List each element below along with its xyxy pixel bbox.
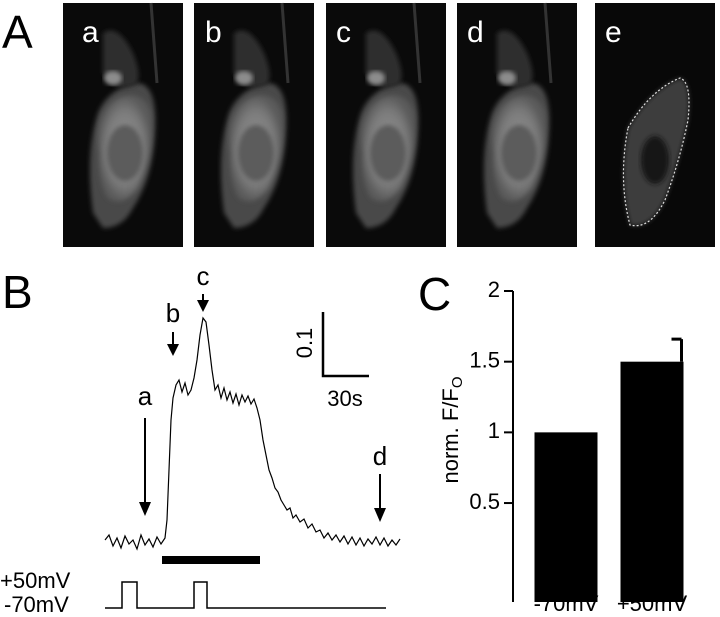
micrograph	[595, 3, 715, 247]
y-axis-label-subscript: O	[449, 376, 466, 388]
y-tick-label: 2	[488, 277, 500, 302]
micrograph	[63, 3, 183, 247]
scale-bar	[321, 312, 369, 378]
bar	[534, 432, 598, 602]
panel-letter: C	[418, 268, 451, 320]
x-tick-label: -70mV	[534, 591, 599, 616]
scale-label: 30s	[327, 386, 362, 411]
stimulus-bar	[162, 556, 260, 564]
error-bar	[671, 337, 683, 362]
image-label: e	[605, 16, 622, 49]
scale-label: 0.1	[292, 328, 317, 359]
image-label: c	[336, 16, 351, 49]
y-tick-label: 1	[488, 418, 500, 443]
y-axis-label: norm. F/FO	[438, 376, 466, 483]
y-tick-label: 1.5	[469, 347, 500, 372]
arrows	[139, 294, 386, 522]
x-tick-label: +50mV	[617, 591, 688, 616]
protocol-label: -70mV	[4, 592, 69, 617]
image-label: b	[205, 16, 222, 49]
bar	[620, 361, 684, 602]
image-label: d	[467, 16, 484, 49]
protocol-label: +50mV	[0, 568, 71, 593]
image-label: a	[82, 16, 99, 49]
y-tick-label: 0.5	[469, 489, 500, 514]
panel-letter: B	[2, 266, 33, 318]
voltage-protocol	[105, 581, 386, 609]
trace-marker: d	[373, 441, 387, 471]
trace-marker: b	[166, 298, 180, 328]
trace-marker: a	[138, 381, 153, 411]
trace-marker: c	[197, 261, 210, 291]
fluorescence-trace	[104, 316, 401, 551]
y-axis-label-text: norm. F/F	[438, 388, 463, 483]
panel-letter: A	[2, 6, 33, 58]
